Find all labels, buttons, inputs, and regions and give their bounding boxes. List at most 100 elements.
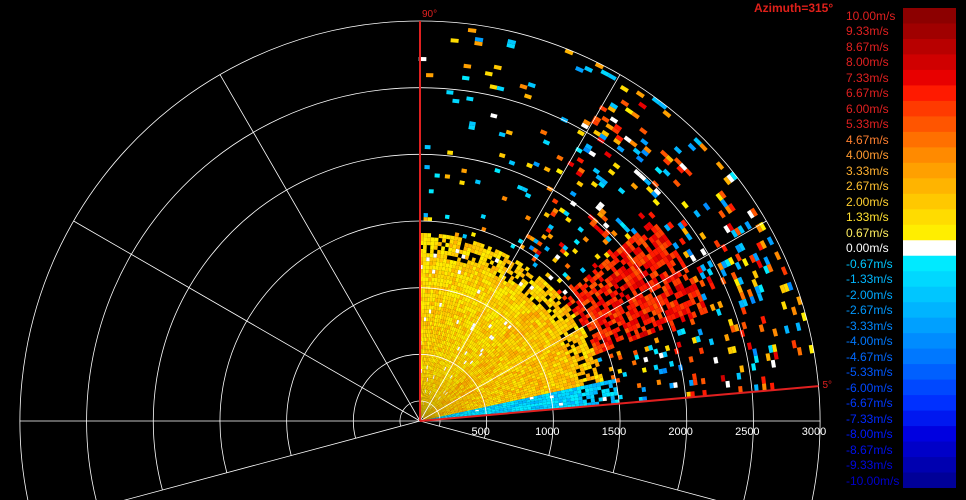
velocity-cell — [458, 397, 463, 401]
velocity-cell — [443, 403, 448, 407]
velocity-cell — [425, 402, 428, 407]
velocity-cell — [699, 142, 708, 152]
velocity-cell — [421, 405, 423, 410]
velocity-cell — [432, 409, 437, 412]
velocity-cell — [652, 255, 660, 263]
velocity-cell — [507, 380, 513, 384]
velocity-cell — [447, 325, 451, 330]
velocity-cell — [517, 373, 523, 377]
velocity-cell — [447, 414, 452, 417]
velocity-cell — [554, 254, 561, 260]
velocity-cell — [545, 300, 551, 306]
velocity-cell — [453, 236, 459, 241]
velocity-cell — [466, 347, 470, 352]
velocity-cell — [481, 328, 486, 334]
velocity-cell — [539, 386, 544, 390]
velocity-cell — [431, 378, 434, 383]
velocity-cell — [431, 387, 434, 392]
velocity-cell — [510, 352, 515, 357]
velocity-cell — [525, 271, 531, 278]
velocity-cell — [480, 343, 486, 349]
velocity-cell — [584, 345, 590, 351]
velocity-cell — [424, 397, 427, 402]
velocity-cell — [539, 318, 545, 324]
velocity-cell — [487, 299, 493, 305]
colorbar-swatch — [903, 302, 956, 319]
velocity-cell — [586, 376, 592, 382]
velocity-cell — [435, 394, 439, 399]
velocity-cell — [440, 307, 444, 312]
velocity-cell — [468, 125, 476, 131]
velocity-cell — [440, 393, 444, 397]
velocity-cell — [613, 391, 619, 396]
velocity-cell — [519, 407, 524, 411]
velocity-cell — [473, 319, 478, 324]
velocity-cell — [441, 340, 444, 345]
velocity-cell — [435, 415, 440, 417]
velocity-cell — [436, 282, 440, 287]
velocity-cell — [588, 150, 597, 158]
velocity-cell — [469, 360, 474, 365]
velocity-cell — [445, 399, 450, 403]
velocity-cell — [706, 268, 714, 276]
velocity-cell — [433, 375, 436, 380]
velocity-cell — [444, 345, 448, 350]
velocity-cell — [484, 364, 489, 369]
velocity-cell — [554, 340, 560, 346]
velocity-cell — [540, 289, 546, 295]
velocity-cell — [448, 280, 453, 285]
velocity-cell — [652, 321, 658, 328]
velocity-cell — [690, 298, 697, 306]
velocity-cell — [691, 311, 698, 319]
velocity-cell — [472, 399, 477, 403]
velocity-cell — [578, 363, 584, 369]
velocity-cell — [497, 282, 503, 288]
velocity-cell — [433, 362, 436, 367]
velocity-cell — [449, 406, 454, 410]
velocity-cell — [498, 363, 504, 368]
velocity-cell — [439, 404, 443, 407]
velocity-cell — [547, 233, 554, 240]
velocity-cell — [615, 326, 621, 333]
velocity-cell — [513, 268, 520, 275]
velocity-cell — [490, 287, 496, 293]
velocity-cell — [488, 277, 494, 283]
colorbar-label: 2.00m/s — [846, 194, 889, 209]
velocity-cell — [447, 355, 451, 360]
velocity-cell — [485, 372, 490, 377]
velocity-cell — [438, 234, 443, 239]
velocity-cell — [461, 404, 466, 407]
velocity-cell — [430, 395, 433, 400]
velocity-cell — [512, 323, 517, 329]
velocity-cell — [568, 371, 573, 376]
velocity-cell — [421, 413, 423, 418]
velocity-cell — [466, 381, 471, 385]
velocity-cell — [466, 96, 474, 102]
velocity-cell — [535, 313, 541, 319]
velocity-cell — [623, 256, 630, 264]
velocity-cell — [658, 236, 666, 244]
velocity-cell — [518, 343, 524, 348]
velocity-cell — [491, 331, 496, 336]
velocity-cell — [428, 403, 431, 408]
velocity-cell — [582, 362, 588, 368]
velocity-cell — [601, 389, 606, 394]
velocity-cell — [443, 403, 447, 406]
velocity-cell — [463, 246, 468, 252]
velocity-cell — [470, 378, 474, 383]
velocity-cell — [605, 392, 611, 397]
velocity-cell — [443, 303, 447, 308]
velocity-cell — [426, 413, 430, 417]
velocity-cell — [457, 282, 462, 287]
velocity-cell — [483, 325, 488, 331]
velocity-cell — [446, 393, 450, 397]
velocity-cell — [659, 251, 666, 259]
velocity-cell — [472, 265, 477, 271]
velocity-cell — [604, 264, 611, 272]
velocity-cell — [545, 326, 552, 332]
velocity-cell — [438, 327, 442, 332]
velocity-cell — [492, 252, 498, 258]
velocity-cell — [556, 314, 562, 320]
velocity-cell — [449, 397, 453, 401]
velocity-cell — [452, 357, 456, 362]
